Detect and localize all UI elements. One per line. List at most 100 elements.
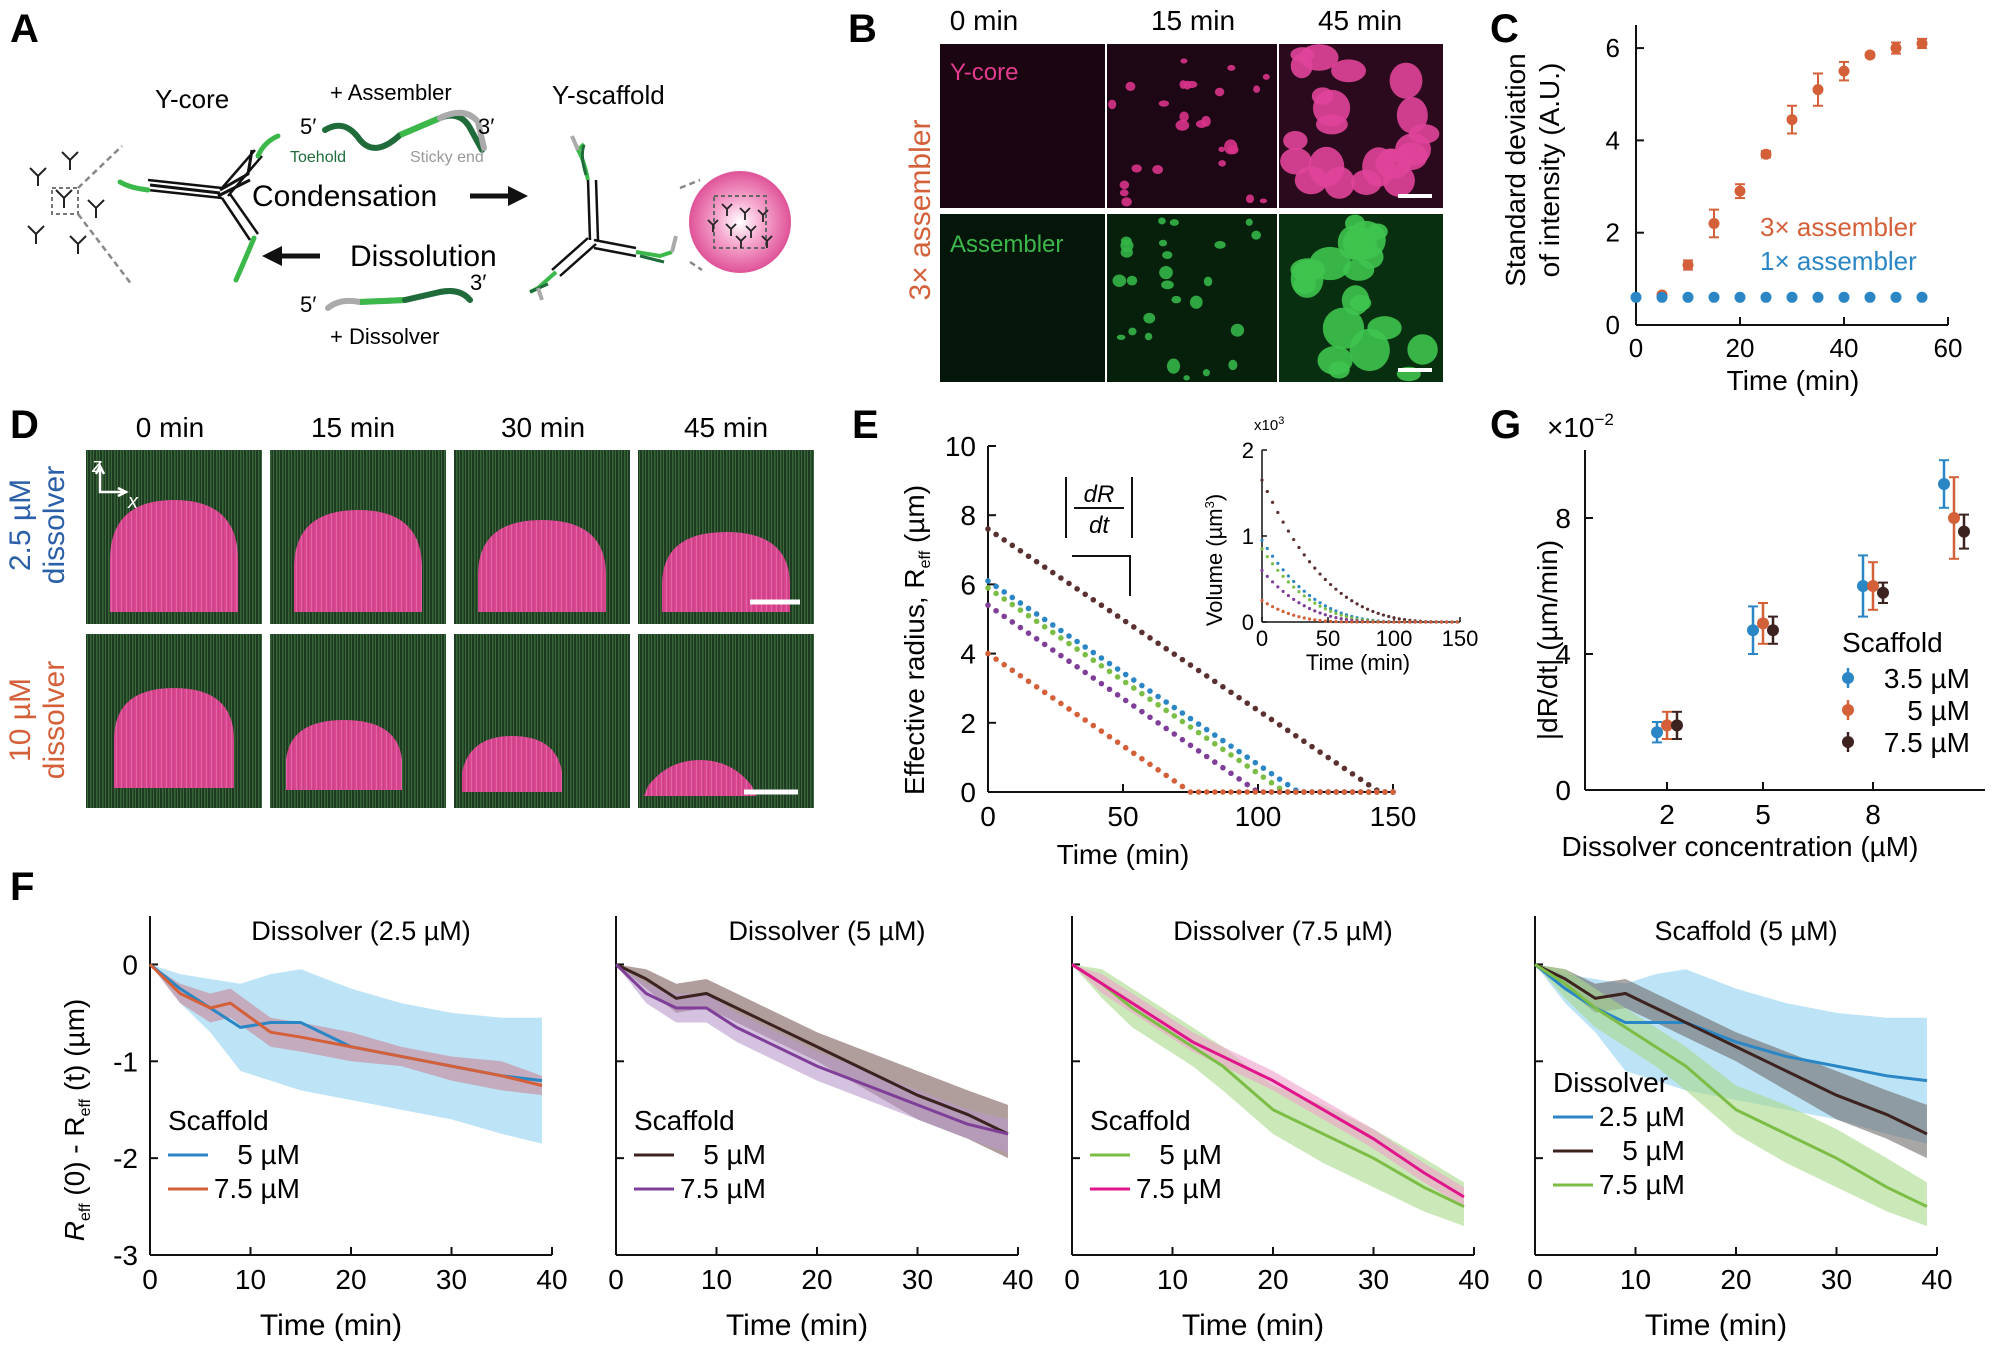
e-inset-point [1366,620,1370,624]
e-point [1212,740,1218,747]
e-xlabel: Time (min) [1057,839,1190,870]
f-title: Scaffold (5 µM) [1654,916,1837,946]
f-x-tick-label: 10 [235,1264,266,1295]
e-point [1098,663,1105,669]
e-inset-point [1297,601,1301,605]
b-time-15: 15 min [1151,5,1235,36]
y-core-cluster-icon [27,151,105,254]
e-inset-point [1260,547,1264,551]
c-point-3x [1890,42,1902,54]
f-ylabel: Reff (0) - Reff (t) (µm) [59,999,94,1241]
condensate-blob [1245,194,1255,204]
e-inset-point [1455,620,1459,624]
e-inset-point [1339,620,1343,624]
b-img-ycore-15 [1107,44,1277,208]
f-confidence-band [1072,964,1464,1207]
e-point [993,590,999,597]
g-point [1938,478,1950,490]
c-y-tick-label: 4 [1606,125,1620,155]
e-point [1090,675,1097,681]
e-inset-point [1307,617,1312,621]
e-point [1203,735,1210,741]
b-side-label: 3× assembler [904,120,937,301]
condensate-blob [1312,89,1351,127]
c-point-3x [1864,49,1876,61]
e-point [1009,667,1016,674]
e-inset-point [1318,604,1322,608]
g-legend-marker [1842,704,1854,716]
e-point [1284,789,1291,795]
e-point [1147,696,1153,703]
zoom-line [77,213,133,286]
condensate-blob [1331,59,1367,83]
e-ylabel-sub: eff [917,550,934,568]
three-prime-label-bottom: 3′ [470,270,486,295]
f-xlabel: Time (min) [726,1309,868,1342]
d-drop [114,688,234,788]
e-point [1236,694,1242,701]
f-series-line [1071,963,1465,1208]
e-inset-point [1307,593,1312,598]
e-inset-point [1270,554,1275,558]
condensate-blob [1189,295,1203,309]
e-point [1293,789,1299,795]
e-inset-point [1313,566,1317,570]
e-inset-point [1413,620,1417,624]
c-point-3x [1760,148,1772,160]
f-x-tick-label: 40 [1921,1264,1952,1295]
e-inset-point [1381,613,1386,617]
e-point [1025,678,1032,685]
e-point [1058,635,1064,641]
b-img-ycore-0 [940,44,1105,208]
e-point [1236,776,1242,782]
e-point [1357,789,1364,795]
condensate-blob [1290,53,1313,79]
e-point [1203,673,1210,679]
e-inset-point [1276,607,1280,611]
condensate-blob [1143,312,1156,324]
e-point [1228,752,1234,758]
condensate-blob [1407,334,1438,365]
e-point [1374,789,1380,795]
e-inset-point [1297,585,1301,589]
f-legend-label: 7.5 µM [214,1173,300,1204]
e-point [1001,613,1007,620]
e-inset-point [1260,568,1264,573]
condensate-blob [1322,307,1365,350]
e-inset-point [1387,620,1391,624]
e-point [1122,697,1129,704]
e-point [1139,682,1145,689]
e-inset-point [1265,574,1269,578]
g-y-tick-label: 8 [1555,503,1571,534]
e-point [993,583,999,590]
e-inset-point [1339,617,1343,621]
e-inset-point [1402,618,1407,622]
e-point [1074,664,1080,670]
e-point [1163,645,1169,652]
e-inset-point [1265,546,1269,551]
e-point [1163,772,1169,779]
e-point [1122,679,1129,686]
e-inset-point [1329,609,1333,613]
e-inset-point [1376,620,1380,624]
e-x-tick-label: 0 [980,801,996,832]
f-x-tick-label: 40 [536,1264,567,1295]
f-legend-label: 5 µM [237,1139,300,1170]
e-point [1171,713,1178,719]
assembler-strand-icon [322,112,485,153]
e-point [1220,684,1226,690]
e-inset-x-tick-label: 50 [1316,626,1340,651]
condensate-blob [1259,198,1268,204]
e-inset-point [1302,616,1306,620]
e-inset-point [1270,580,1275,584]
e-point [1268,779,1275,786]
e-point [1009,594,1016,601]
g-multiplier: ×10−2 [1547,410,1614,443]
f-x-tick-label: 10 [1157,1264,1188,1295]
e-point [1212,732,1218,738]
e-point [1341,765,1348,772]
condensate-blob [1341,285,1370,316]
f-legend-title: Dissolver [1553,1067,1668,1098]
panel-letter-b: B [848,7,877,51]
